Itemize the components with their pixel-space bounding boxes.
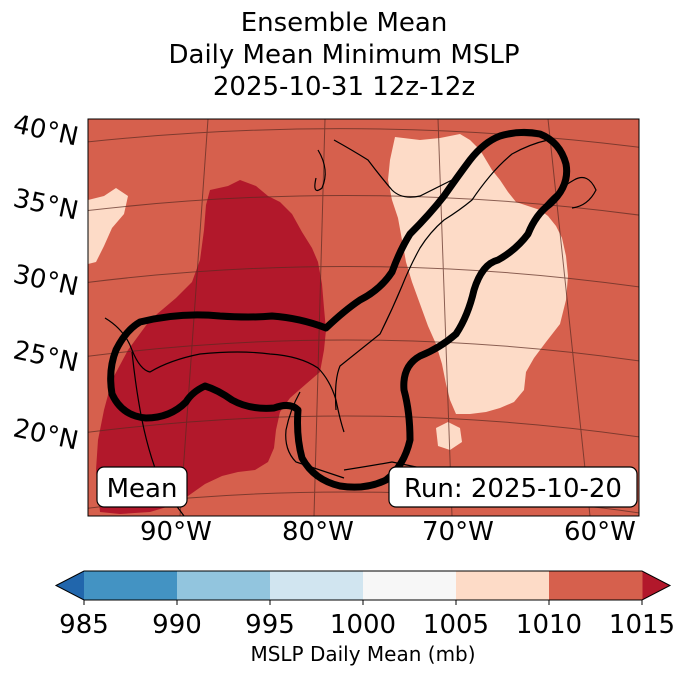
colorbar: 985 990 995 1000 1005 1010 1015 <box>54 570 675 640</box>
colorbar-tick-label: 990 <box>152 610 202 640</box>
colorbar-label: MSLP Daily Mean (mb) <box>250 642 475 666</box>
lat-label-30: 30°N <box>11 260 81 303</box>
colorbar-tick-label: 1010 <box>516 610 582 640</box>
colorbar-segment <box>177 571 271 600</box>
lat-label-20: 20°N <box>11 414 81 457</box>
colorbar-tick-label: 1005 <box>423 610 489 640</box>
colorbar-tick-label: 985 <box>59 610 109 640</box>
run-box: Run: 2025-10-20 <box>388 466 638 508</box>
colorbar-tick-label: 995 <box>245 610 295 640</box>
title-line-2: Daily Mean Minimum MSLP <box>168 40 520 70</box>
colorbar-over-extension <box>642 571 670 600</box>
mean-box: Mean <box>96 466 188 508</box>
lon-label-90w: 90°W <box>140 517 212 547</box>
colorbar-segment <box>363 571 457 600</box>
lat-label-40: 40°N <box>11 110 81 153</box>
coastlines <box>104 139 597 516</box>
lat-label-35: 35°N <box>11 184 81 227</box>
colorbar-under-extension <box>56 571 84 600</box>
map-frame <box>87 118 640 517</box>
colorbar-segment <box>84 571 178 600</box>
colorbar-segment <box>549 571 643 600</box>
colorbar-segment <box>270 571 364 600</box>
run-box-text: Run: 2025-10-20 <box>404 474 622 504</box>
title-line-1: Ensemble Mean <box>240 8 448 38</box>
mean-box-text: Mean <box>107 474 178 504</box>
bold-contour <box>107 128 571 491</box>
lon-label-60w: 60°W <box>564 517 636 547</box>
lon-label-80w: 80°W <box>282 517 354 547</box>
lon-label-70w: 70°W <box>422 517 494 547</box>
title-line-3: 2025-10-31 12z-12z <box>212 72 476 102</box>
lat-label-25: 25°N <box>11 336 81 379</box>
colorbar-tick-label: 1015 <box>609 610 675 640</box>
colorbar-segment <box>456 571 550 600</box>
map-area <box>88 119 639 516</box>
colorbar-tick-label: 1000 <box>330 610 396 640</box>
field-1015-region <box>96 180 326 514</box>
